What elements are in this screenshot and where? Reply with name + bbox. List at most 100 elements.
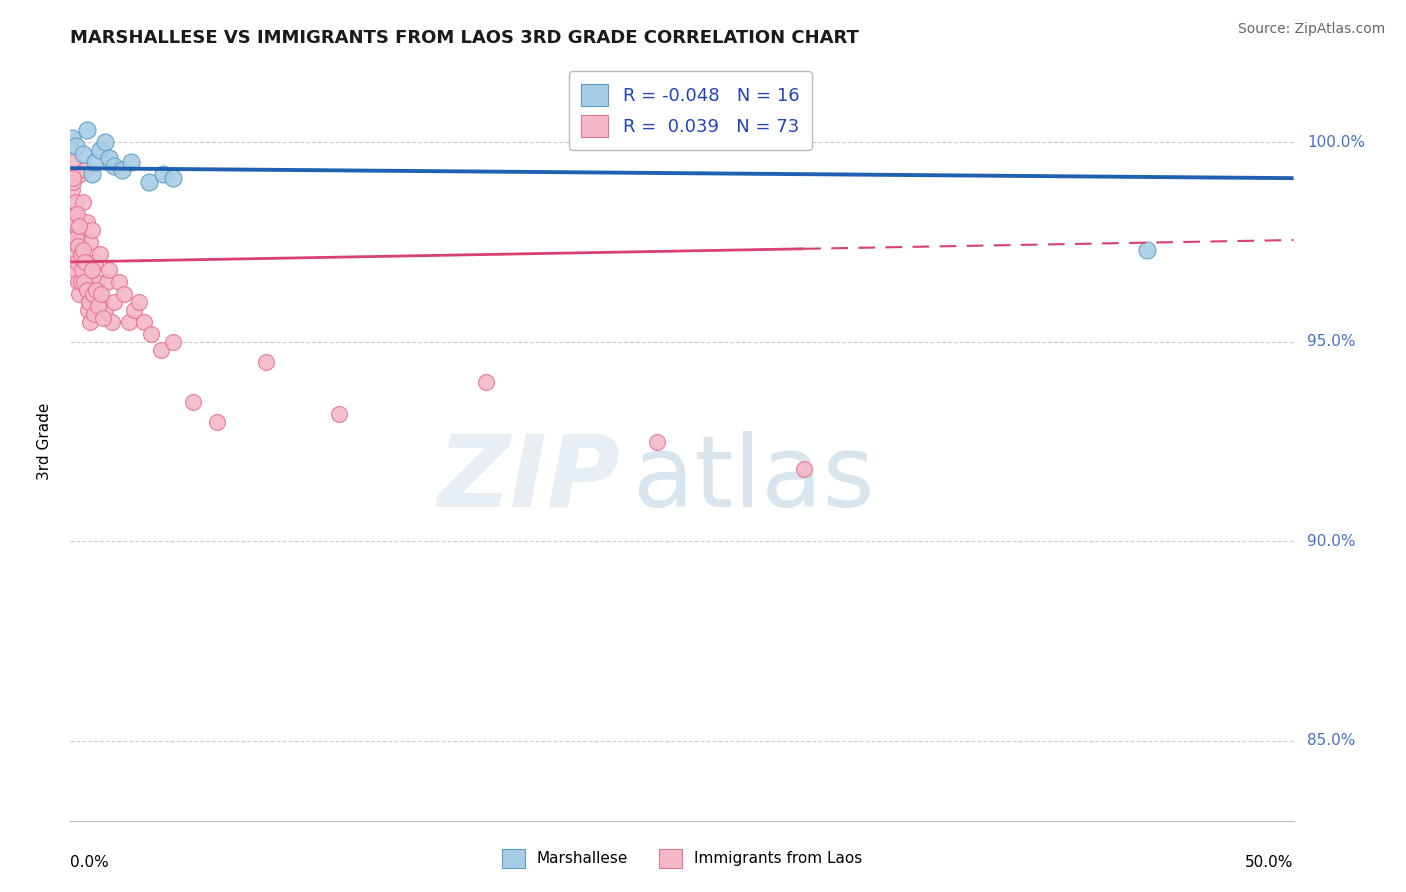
Point [75,263,97,277]
Point [60,183,83,197]
Point [77,294,100,309]
Point [475,375,498,389]
Point [70,275,93,289]
Point [647,434,669,449]
Point [67,219,90,233]
Text: 90.0%: 90.0% [1308,533,1355,549]
Point [66,255,89,269]
Point [82,167,104,181]
Point [149,343,172,357]
Point [70,263,93,277]
Point [103,294,125,309]
Point [72,243,94,257]
Point [63,207,86,221]
Text: 100.0%: 100.0% [1308,135,1365,150]
Point [1136,243,1159,257]
Point [67,286,90,301]
Point [75,255,97,269]
Point [63,263,86,277]
Point [65,231,87,245]
Point [69,247,91,261]
Point [128,294,150,309]
Point [101,315,124,329]
Point [112,286,135,301]
Point [96,275,118,289]
Text: 50.0%: 50.0% [1246,855,1294,870]
Point [76,215,98,229]
Point [90,286,112,301]
Point [77,302,100,317]
Point [60,131,83,145]
Point [83,255,105,269]
Point [67,223,90,237]
Point [205,415,228,429]
Point [62,235,84,249]
Point [83,275,105,289]
Point [91,294,114,309]
Text: MARSHALLESE VS IMMIGRANTS FROM LAOS 3RD GRADE CORRELATION CHART: MARSHALLESE VS IMMIGRANTS FROM LAOS 3RD … [70,29,859,47]
Point [79,235,101,249]
Point [132,315,155,329]
Point [80,263,103,277]
Point [76,283,98,297]
Point [254,355,277,369]
Point [67,239,90,253]
Text: 0.0%: 0.0% [70,855,110,870]
Point [77,294,100,309]
Point [91,310,114,325]
Point [84,283,107,297]
Point [121,155,143,169]
Point [83,155,105,169]
Point [73,275,96,289]
Point [98,151,121,165]
Point [65,195,87,210]
Point [62,175,84,189]
Point [63,223,86,237]
Point [72,195,94,210]
Text: ZIP: ZIP [437,431,621,528]
Point [82,286,104,301]
Point [162,171,184,186]
Point [93,302,115,317]
Point [89,247,111,261]
Point [65,247,87,261]
Point [111,163,134,178]
Point [328,407,350,421]
Point [87,299,110,313]
Point [79,315,101,329]
Point [69,235,91,249]
Text: 95.0%: 95.0% [1308,334,1355,350]
Legend: Marshallese, Immigrants from Laos: Marshallese, Immigrants from Laos [495,843,869,873]
Point [793,462,815,476]
Point [138,175,160,189]
Point [139,326,162,341]
Point [86,275,108,289]
Point [152,167,174,181]
Point [66,207,89,221]
Point [181,394,204,409]
Point [73,255,96,269]
Point [76,123,98,137]
Point [98,263,121,277]
Point [89,143,111,157]
Point [62,171,84,186]
Point [82,223,104,237]
Point [108,275,131,289]
Point [103,159,125,173]
Point [66,275,89,289]
Point [122,302,145,317]
Point [72,147,94,161]
Point [83,307,105,321]
Point [73,163,96,178]
Text: atlas: atlas [633,431,875,528]
Point [80,286,103,301]
Point [60,155,83,169]
Point [162,334,184,349]
Point [65,139,87,153]
Point [63,215,86,229]
Point [93,135,115,149]
Text: 85.0%: 85.0% [1308,733,1355,748]
Point [69,167,91,181]
Y-axis label: 3rd Grade: 3rd Grade [37,403,52,480]
Point [118,315,141,329]
